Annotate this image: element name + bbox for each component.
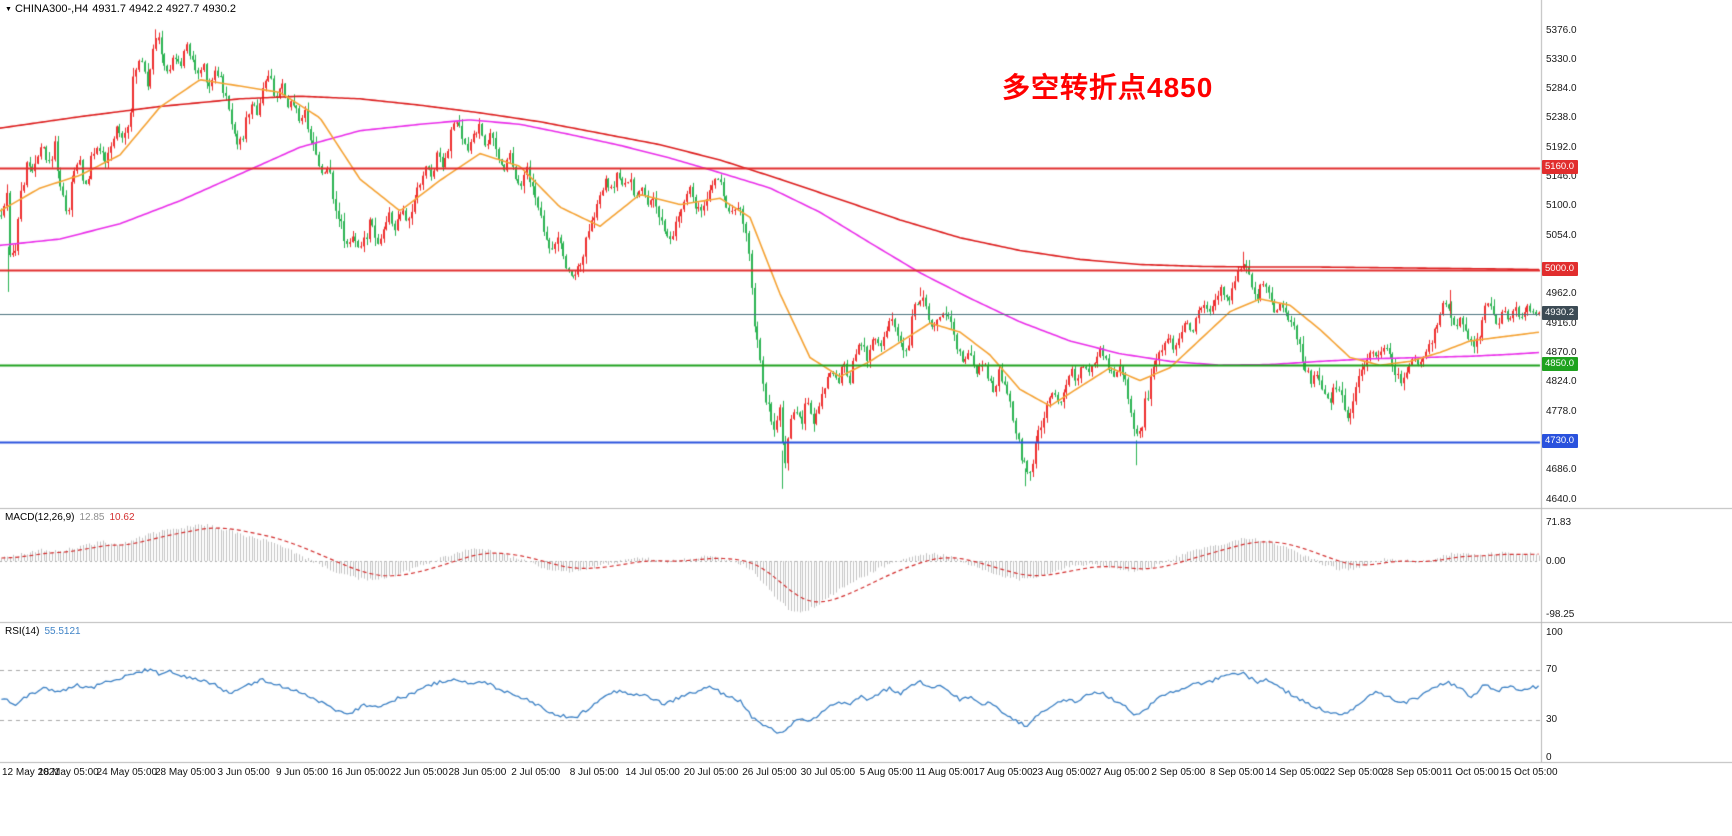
price-axis-tick: 4640.0 <box>1546 493 1577 505</box>
macd-axis-tick: 0.00 <box>1546 555 1566 567</box>
rsi-axis-tick: 30 <box>1546 714 1558 725</box>
macd-indicator-label: MACD(12,26,9) 12.85 10.62 <box>5 512 140 523</box>
price-axis-tick: 5192.0 <box>1546 141 1577 153</box>
price-level-badge: 5000.0 <box>1542 261 1579 276</box>
time-axis-label: 22 Jun 05:00 <box>390 767 448 778</box>
macd-axis-tick: 71.83 <box>1546 516 1572 528</box>
time-axis-label: 5 Aug 05:00 <box>859 767 913 778</box>
time-axis-label: 11 Aug 05:00 <box>915 767 974 778</box>
time-axis-label: 11 Oct 05:00 <box>1442 767 1499 778</box>
time-axis-label: 14 Jul 05:00 <box>625 767 680 778</box>
price-axis-tick: 4778.0 <box>1546 405 1577 417</box>
time-axis-label: 28 May 05:00 <box>154 767 216 778</box>
rsi-axis-tick: 100 <box>1546 626 1563 638</box>
time-axis-label: 3 Jun 05:00 <box>217 767 270 778</box>
time-axis-label: 14 Sep 05:00 <box>1265 767 1325 778</box>
rsi-name: RSI(14) <box>5 626 40 637</box>
price-level-badge: 5160.0 <box>1542 159 1579 174</box>
macd-axis-tick: -98.25 <box>1546 608 1575 620</box>
time-axis-label: 26 Jul 05:00 <box>742 767 797 778</box>
macd-signal-value: 10.62 <box>109 512 135 523</box>
price-level-badge: 4930.2 <box>1542 306 1579 321</box>
price-axis-tick: 4824.0 <box>1546 376 1577 388</box>
price-axis-tick: 5284.0 <box>1546 83 1577 95</box>
symbol-info-bar: ▼ CHINA300-,H4 4931.7 4942.2 4927.7 4930.2 <box>5 3 240 15</box>
price-axis-tick: 4962.0 <box>1546 288 1577 300</box>
annotation-text: 多空转折点4850 <box>1002 72 1214 103</box>
price-level-badge: 4730.0 <box>1542 433 1579 448</box>
time-axis-label: 22 Sep 05:00 <box>1323 767 1384 778</box>
time-axis-label: 30 Jul 05:00 <box>800 767 856 778</box>
time-axis-label: 28 Jun 05:00 <box>448 767 507 778</box>
price-axis-tick: 4686.0 <box>1546 464 1577 476</box>
rsi-axis-tick: 70 <box>1546 664 1558 675</box>
time-axis-label: 2 Jul 05:00 <box>511 767 561 778</box>
price-level-badge: 4850.0 <box>1542 357 1579 372</box>
time-axis-label: 9 Jun 05:00 <box>275 767 329 778</box>
price-axis-tick: 5238.0 <box>1546 112 1577 124</box>
time-axis-label: 8 Jul 05:00 <box>569 767 619 778</box>
time-axis-label: 15 Oct 05:00 <box>1500 767 1558 778</box>
time-axis-label: 12 May 2021 <box>2 767 60 778</box>
price-axis-tick: 4916.0 <box>1546 317 1577 329</box>
time-axis-label: 27 Aug 05:00 <box>1090 767 1150 778</box>
rsi-axis-tick: 0 <box>1546 751 1552 763</box>
rsi-indicator-label: RSI(14) 55.5121 <box>5 626 86 637</box>
macd-name: MACD(12,26,9) <box>5 512 75 523</box>
ohlc-values: 4931.7 4942.2 4927.7 4930.2 <box>92 3 237 15</box>
price-axis-tick: 5100.0 <box>1546 200 1577 212</box>
time-axis-label: 20 Jul 05:00 <box>683 767 739 778</box>
macd-main-value: 12.85 <box>79 512 105 523</box>
time-axis-label: 16 Jun 05:00 <box>331 767 390 778</box>
price-axis-tick: 5146.0 <box>1546 171 1577 183</box>
time-axis-label: 17 Aug 05:00 <box>973 767 1033 778</box>
time-axis-label: 24 May 05:00 <box>96 767 158 778</box>
time-axis-label: 2 Sep 05:00 <box>1151 767 1206 778</box>
price-axis-tick: 5330.0 <box>1546 53 1577 65</box>
price-axis-tick: 5054.0 <box>1546 229 1577 241</box>
symbol-period-label: CHINA300-,H4 <box>14 3 89 15</box>
time-axis-label: 28 Sep 05:00 <box>1382 767 1442 778</box>
price-axis-tick: 5376.0 <box>1546 24 1577 36</box>
time-axis-label: 8 Sep 05:00 <box>1209 767 1264 778</box>
time-axis-label: 18 May 05:00 <box>38 767 99 778</box>
rsi-value: 55.5121 <box>44 626 81 637</box>
price-axis-tick: 4870.0 <box>1546 346 1577 358</box>
time-axis-label: 23 Aug 05:00 <box>1032 767 1092 778</box>
collapse-panel-icon[interactable]: ▼ <box>5 6 12 13</box>
